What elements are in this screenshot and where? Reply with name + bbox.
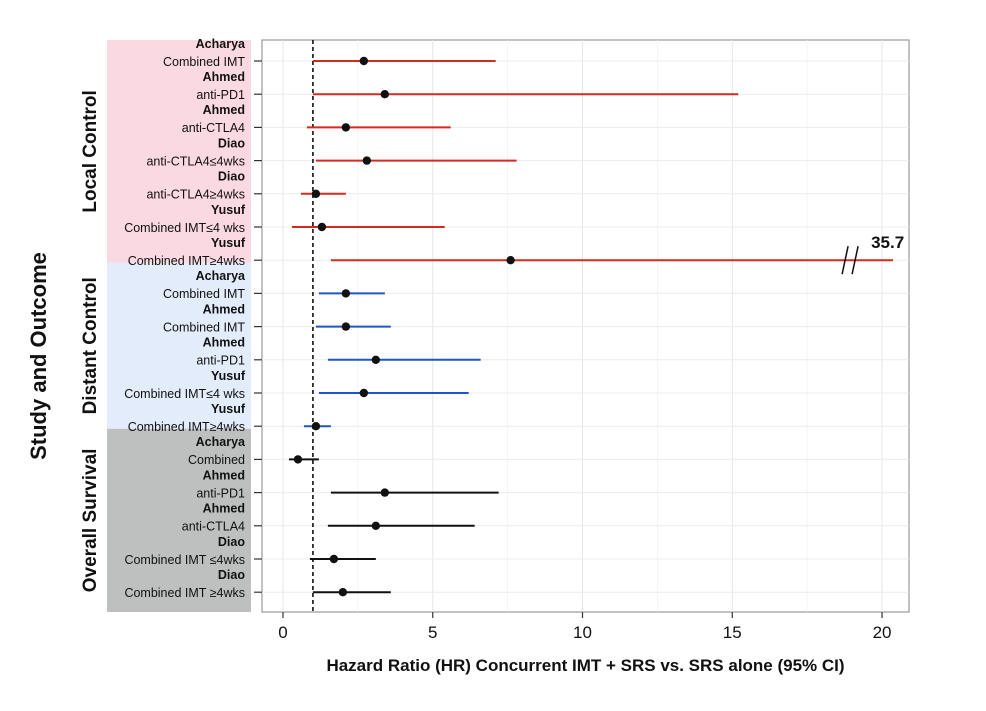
hr-point <box>311 189 321 198</box>
hr-point <box>371 355 381 364</box>
row-study-label: Ahmed <box>203 302 245 316</box>
row-outcome-label: Combined IMT≥4wks <box>128 254 245 268</box>
row-study-label: Ahmed <box>203 336 245 350</box>
hr-point <box>341 289 351 298</box>
row-study-label: Ahmed <box>203 502 245 516</box>
hr-point <box>341 123 351 132</box>
hr-point <box>293 455 303 464</box>
hr-point <box>359 56 369 66</box>
group-label: Overall Survival <box>80 449 101 593</box>
hr-point <box>317 222 327 232</box>
hr-point <box>338 588 348 597</box>
row-outcome-label: anti-CTLA4 <box>182 121 245 135</box>
row-study-label: Ahmed <box>203 103 245 117</box>
hr-point <box>380 488 390 497</box>
row-outcome-label: Combined IMT≥4wks <box>128 420 245 434</box>
row-study-label: Yusuf <box>211 402 246 416</box>
hr-point <box>329 554 339 564</box>
hr-point <box>359 388 369 398</box>
hr-point <box>371 521 381 530</box>
group-bands: Local Control Distant Control Overall Surv… <box>80 40 251 612</box>
row-outcome-label: anti-PD1 <box>196 354 245 368</box>
row-outcome-label: Combined IMT <box>163 320 245 334</box>
row-outcome-label: Combined IMT <box>163 287 245 301</box>
row-study-label: Yusuf <box>211 203 246 217</box>
row-outcome-label: anti-PD1 <box>196 88 245 102</box>
row-outcome-label: Combined IMT ≤4wks <box>124 553 245 567</box>
group-band <box>107 40 251 263</box>
row-outcome-label: Combined IMT <box>163 55 245 69</box>
row-outcome-label: anti-CTLA4 <box>182 520 245 534</box>
x-axis-ticks: 0 5 10 15 20 <box>278 612 892 642</box>
row-outcome-label: Combined IMT ≥4wks <box>124 586 245 600</box>
row-study-label: Acharya <box>196 435 246 449</box>
row-study-label: Ahmed <box>203 468 245 482</box>
row-study-label: Diao <box>218 170 245 184</box>
hr-point <box>506 256 515 265</box>
row-study-label: Yusuf <box>211 236 246 250</box>
x-tick-label: 20 <box>873 623 892 642</box>
row-study-label: Yusuf <box>211 369 246 383</box>
x-tick-label: 5 <box>428 623 437 642</box>
x-axis-title: Hazard Ratio (HR) Concurrent IMT + SRS v… <box>326 656 844 675</box>
row-outcome-label: Combined IMT≤4 wks <box>124 221 245 235</box>
row-study-label: Ahmed <box>203 70 245 84</box>
group-label: Distant Control <box>80 277 101 414</box>
axis-break-mark <box>851 246 859 275</box>
x-tick-label: 15 <box>723 623 742 642</box>
y-axis-title: Study and Outcome <box>26 252 51 460</box>
row-study-label: Acharya <box>196 37 246 51</box>
hr-point <box>341 322 351 331</box>
hr-point <box>311 422 321 431</box>
x-tick-label: 10 <box>573 623 592 642</box>
hr-point <box>380 90 390 99</box>
row-outcome-label: Combined <box>188 453 245 467</box>
row-outcome-label: anti-CTLA4≥4wks <box>146 188 245 202</box>
row-outcome-label: Combined IMT≤4 wks <box>124 387 245 401</box>
row-study-label: Acharya <box>196 269 246 283</box>
group-band <box>107 428 251 612</box>
group-label: Local Control <box>80 90 101 212</box>
row-outcome-label: anti-PD1 <box>196 486 245 500</box>
axis-break-mark <box>841 246 849 275</box>
row-outcome-label: anti-CTLA4≤4wks <box>146 154 245 168</box>
group-band <box>107 262 251 429</box>
row-study-label: Diao <box>218 535 245 549</box>
row-study-label: Diao <box>218 136 245 150</box>
x-tick-label: 0 <box>278 623 287 642</box>
hr-point <box>362 156 372 165</box>
truncated-value-label: 35.7 <box>871 233 904 252</box>
row-study-label: Diao <box>218 568 245 582</box>
